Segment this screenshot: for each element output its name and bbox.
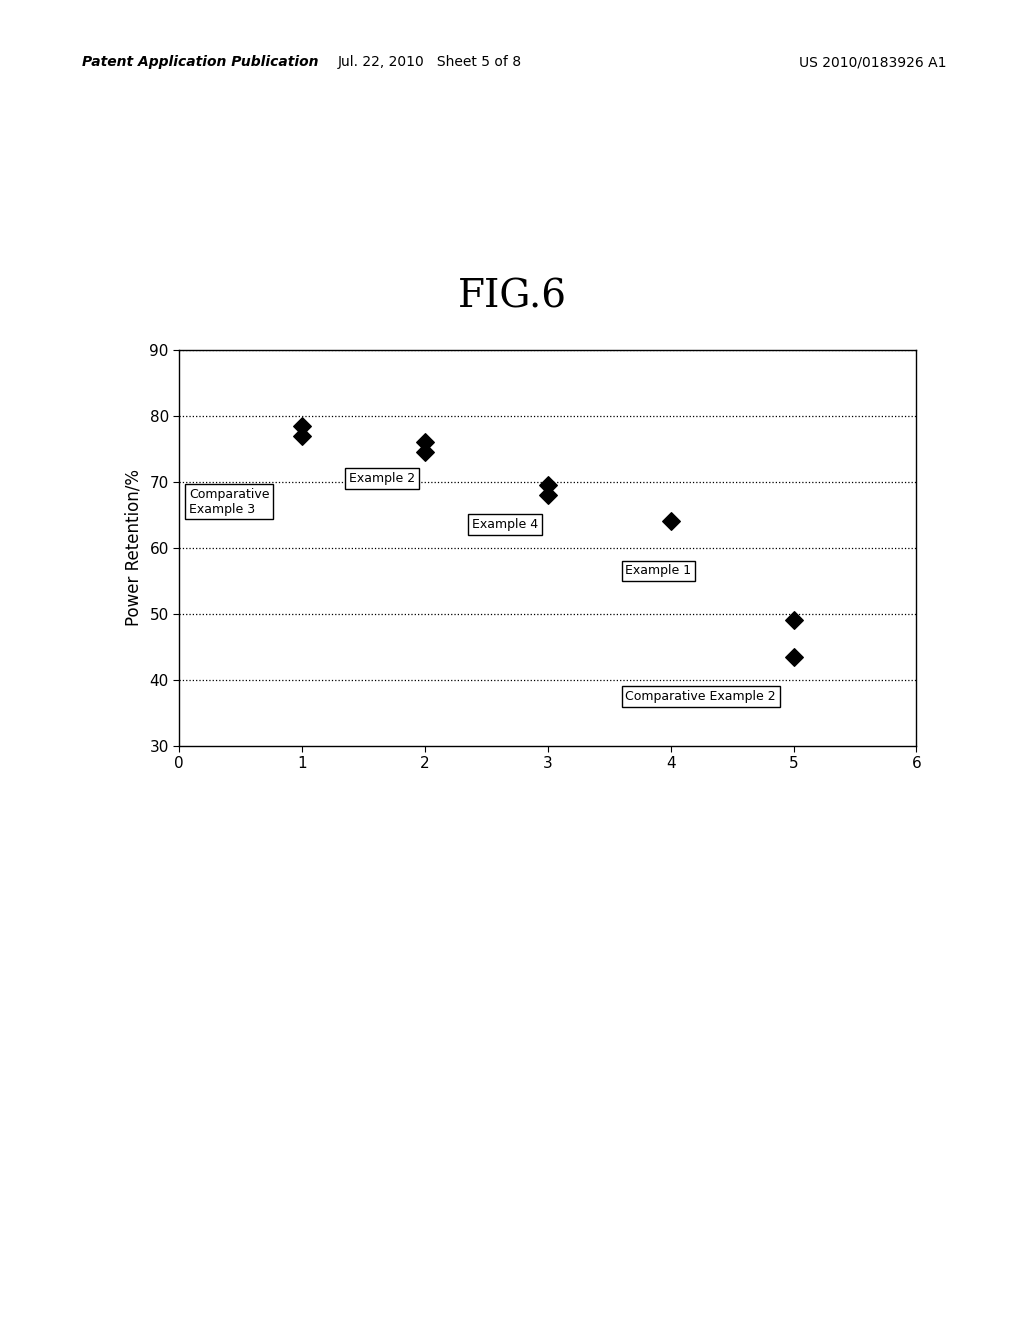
Text: Example 2: Example 2 bbox=[349, 473, 415, 484]
Point bbox=[663, 511, 679, 532]
Text: Comparative Example 2: Comparative Example 2 bbox=[626, 690, 776, 702]
Point bbox=[540, 484, 556, 506]
Text: Example 4: Example 4 bbox=[472, 519, 538, 531]
Point bbox=[785, 610, 802, 631]
Text: Example 1: Example 1 bbox=[626, 565, 691, 577]
Point bbox=[417, 432, 433, 453]
Point bbox=[540, 475, 556, 496]
Y-axis label: Power Retention/%: Power Retention/% bbox=[125, 470, 142, 626]
Point bbox=[294, 425, 310, 446]
Point bbox=[294, 414, 310, 436]
Text: Comparative
Example 3: Comparative Example 3 bbox=[189, 487, 269, 516]
Text: US 2010/0183926 A1: US 2010/0183926 A1 bbox=[799, 55, 946, 70]
Point bbox=[785, 647, 802, 668]
Text: Patent Application Publication: Patent Application Publication bbox=[82, 55, 318, 70]
Text: FIG.6: FIG.6 bbox=[458, 279, 566, 315]
Text: Jul. 22, 2010   Sheet 5 of 8: Jul. 22, 2010 Sheet 5 of 8 bbox=[338, 55, 522, 70]
Point bbox=[417, 442, 433, 463]
